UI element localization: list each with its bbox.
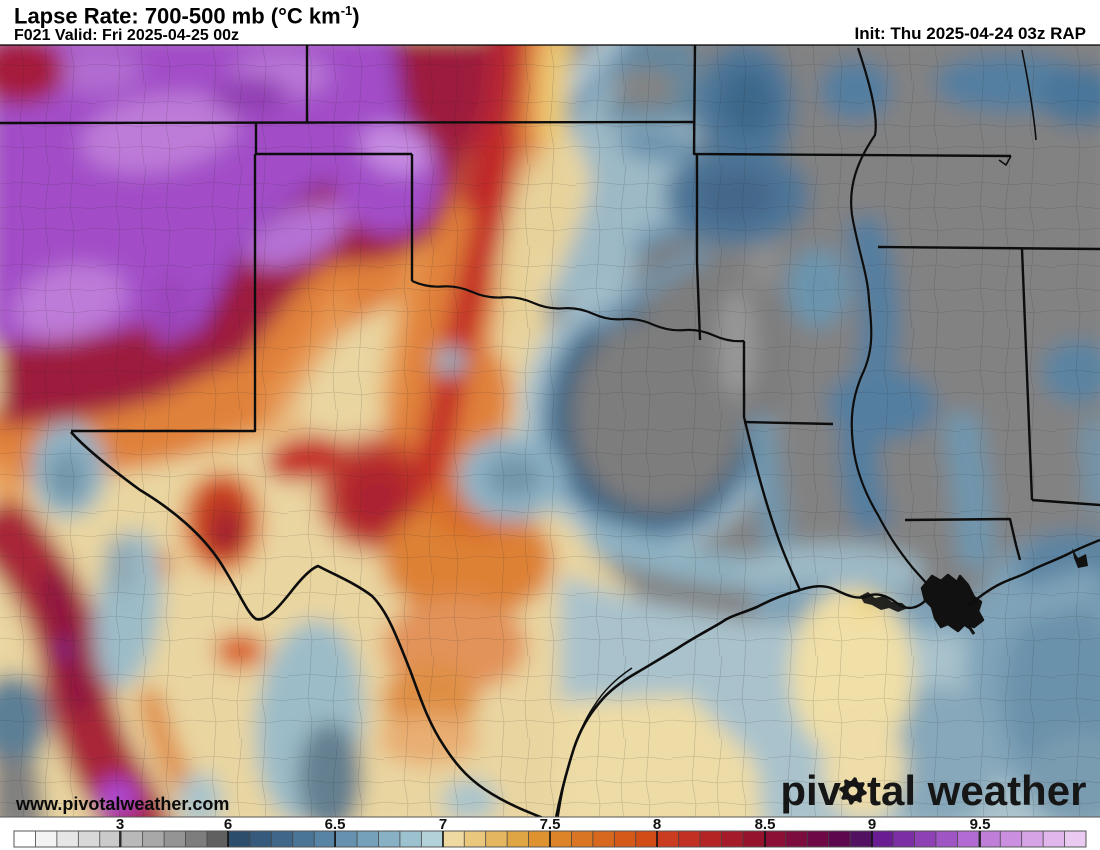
- svg-text:6.5: 6.5: [325, 816, 346, 833]
- svg-text:7: 7: [439, 816, 447, 833]
- svg-text:6: 6: [224, 816, 232, 833]
- svg-text:9.5: 9.5: [970, 816, 991, 833]
- svg-text:www.pivotalweather.com: www.pivotalweather.com: [15, 794, 229, 814]
- svg-text:9: 9: [868, 816, 876, 833]
- svg-text:3: 3: [116, 816, 124, 833]
- svg-text:8: 8: [653, 816, 661, 833]
- svg-text:7.5: 7.5: [540, 816, 561, 833]
- svg-text:piv: piv: [780, 767, 841, 814]
- svg-text:tal weather: tal weather: [867, 767, 1086, 814]
- svg-text:8.5: 8.5: [755, 816, 776, 833]
